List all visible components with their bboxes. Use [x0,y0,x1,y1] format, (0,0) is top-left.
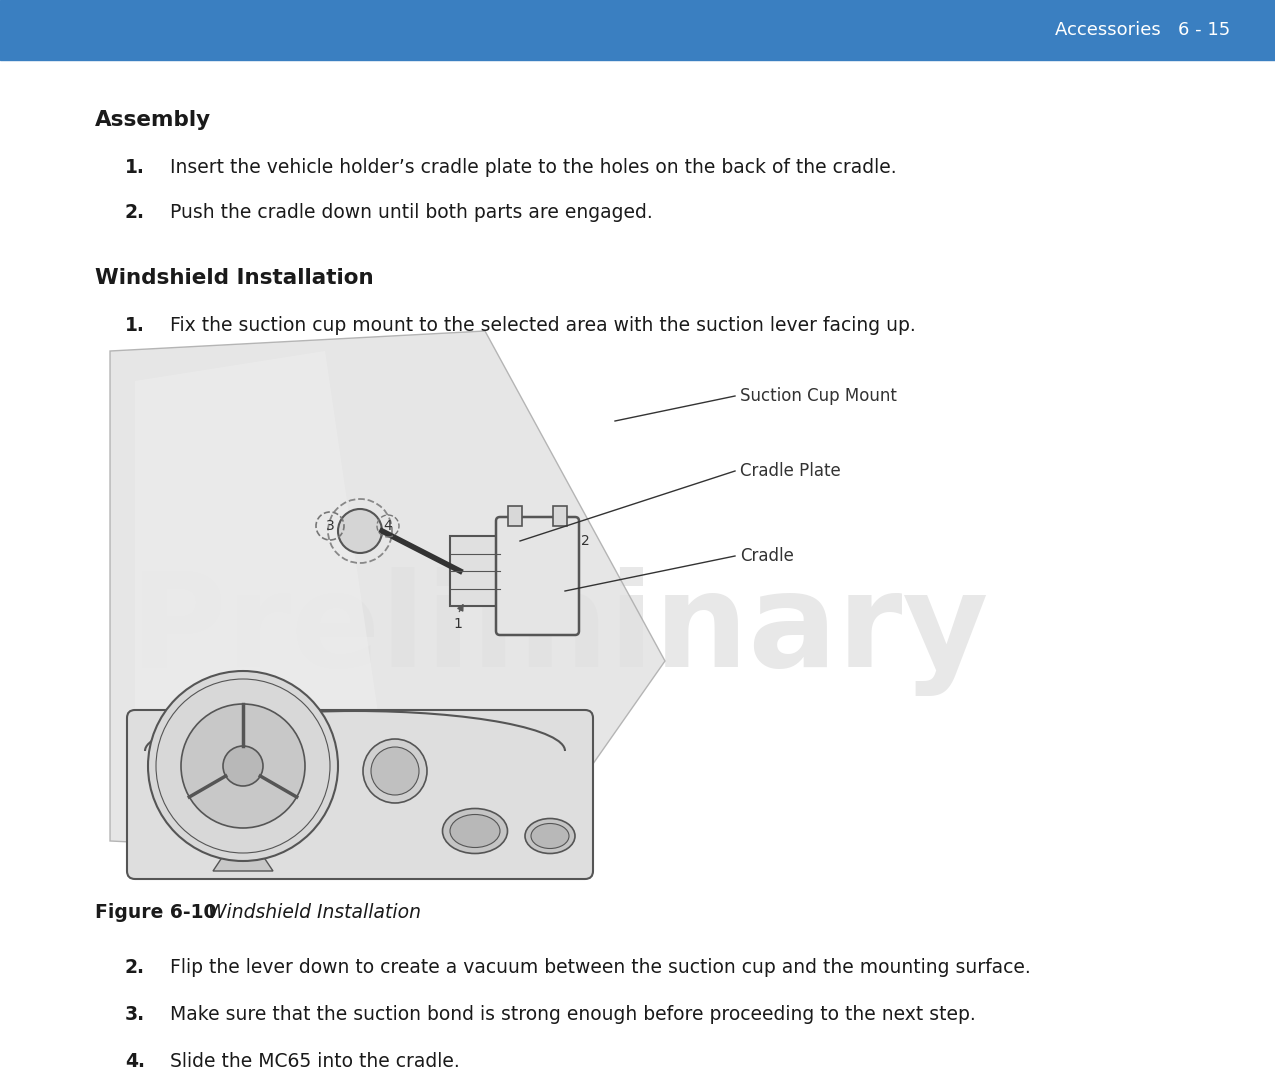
Text: Insert the vehicle holder’s cradle plate to the holes on the back of the cradle.: Insert the vehicle holder’s cradle plate… [170,158,896,177]
Bar [450,536,500,606]
Text: Accessories   6 - 15: Accessories 6 - 15 [1054,21,1230,39]
Text: 4: 4 [384,519,393,533]
Text: Cradle: Cradle [740,547,794,565]
Text: 4.: 4. [125,1052,145,1071]
Text: 1.: 1. [125,316,145,335]
Text: 2.: 2. [125,203,145,221]
Ellipse shape [450,815,500,848]
Text: 2: 2 [580,533,589,548]
Text: Windshield Installation: Windshield Installation [190,903,421,922]
Polygon shape [213,856,273,871]
Circle shape [148,671,338,861]
Text: Fix the suction cup mount to the selected area with the suction lever facing up.: Fix the suction cup mount to the selecte… [170,316,915,335]
Circle shape [338,509,382,553]
Text: Assembly: Assembly [96,110,212,130]
Text: 1.: 1. [125,158,145,177]
Text: Make sure that the suction bond is strong enough before proceeding to the next s: Make sure that the suction bond is stron… [170,1005,975,1024]
Text: 1: 1 [454,618,463,631]
Text: Cradle Plate: Cradle Plate [740,461,840,480]
Text: Windshield Installation: Windshield Installation [96,268,374,288]
Polygon shape [110,331,666,861]
Text: Slide the MC65 into the cradle.: Slide the MC65 into the cradle. [170,1052,460,1071]
Ellipse shape [530,824,569,849]
Text: Figure 6-10: Figure 6-10 [96,903,217,922]
Bar [553,506,567,526]
FancyBboxPatch shape [128,710,593,879]
Text: Push the cradle down until both parts are engaged.: Push the cradle down until both parts ar… [170,203,653,221]
Ellipse shape [525,818,575,853]
Circle shape [223,746,263,786]
Text: Flip the lever down to create a vacuum between the suction cup and the mounting : Flip the lever down to create a vacuum b… [170,958,1030,978]
Text: 3.: 3. [125,1005,145,1024]
Text: 2.: 2. [125,958,145,978]
Polygon shape [135,351,385,841]
Bar [507,506,521,526]
Text: Suction Cup Mount: Suction Cup Mount [740,387,896,405]
Circle shape [371,747,419,795]
Text: Preliminary: Preliminary [130,566,989,695]
Circle shape [181,704,305,828]
Ellipse shape [442,808,507,853]
Text: 3: 3 [325,519,334,533]
Circle shape [363,739,427,803]
Bar [0,0,1275,60]
FancyBboxPatch shape [496,517,579,635]
